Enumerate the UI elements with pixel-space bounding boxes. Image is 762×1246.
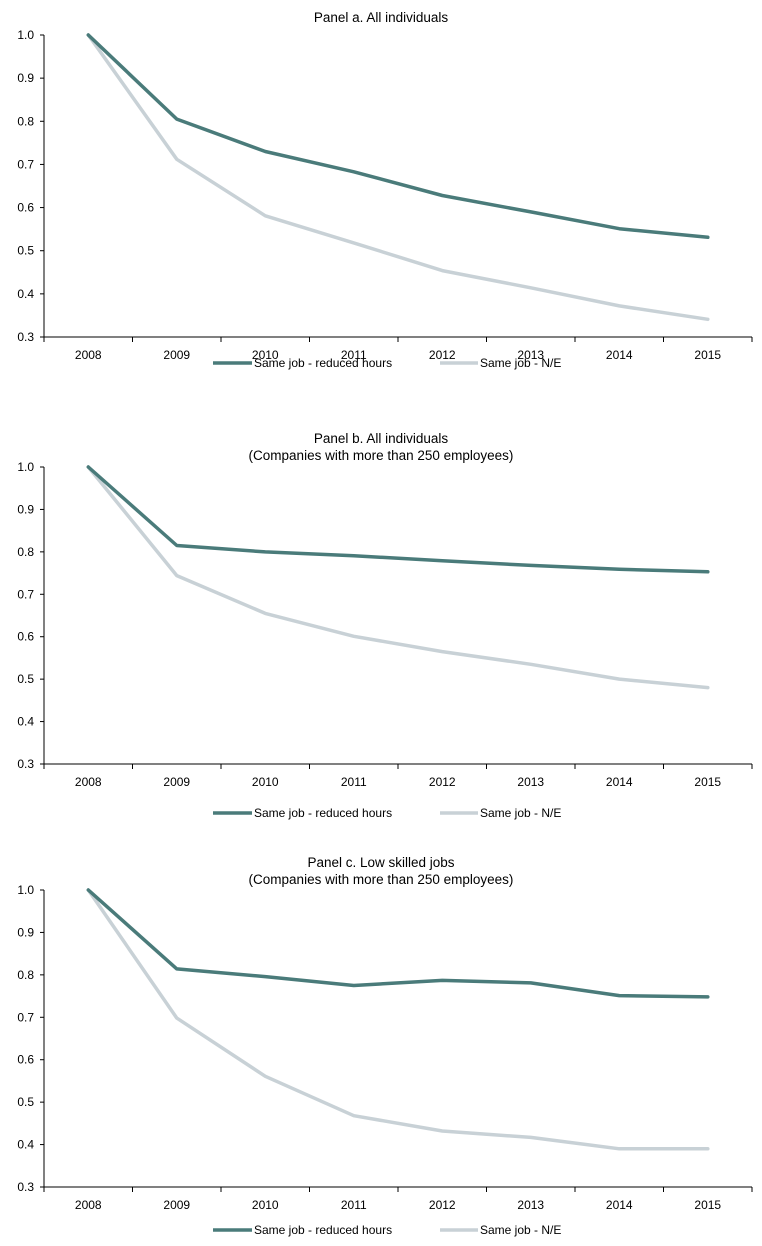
y-tick-label: 0.6 (17, 201, 34, 215)
y-tick-label: 0.7 (17, 1010, 34, 1024)
legend-label-2: Same job - N/E (480, 356, 561, 370)
y-tick-label: 0.6 (17, 1053, 34, 1067)
x-tick-label: 2008 (75, 1198, 102, 1212)
series-line-2 (86, 888, 710, 1151)
chart-panel-3: Panel c. Low skilled jobs (Companies with… (17, 855, 753, 1237)
y-tick-label: 0.3 (17, 1180, 34, 1194)
x-tick-label: 2014 (606, 775, 633, 789)
legend: Same job - reduced hours Same job - N/E (213, 356, 561, 370)
y-tick-label: 0.7 (17, 157, 34, 171)
y-tick-label: 0.4 (17, 1138, 34, 1152)
legend-label-2: Same job - N/E (480, 1223, 561, 1237)
x-tick-label: 2009 (163, 775, 190, 789)
series-line-2 (86, 465, 710, 690)
chart-title: Panel c. Low skilled jobs (307, 855, 454, 870)
legend: Same job - reduced hours Same job - N/E (213, 806, 561, 820)
x-tick-label: 2012 (429, 775, 456, 789)
y-tick-label: 0.5 (17, 672, 34, 686)
x-tick-label: 2013 (517, 1198, 544, 1212)
legend-label-1: Same job - reduced hours (254, 356, 392, 370)
x-tick-label: 2015 (694, 775, 721, 789)
series-line-1 (86, 465, 710, 574)
x-tick-label: 2008 (75, 775, 102, 789)
y-tick-label: 1.0 (17, 460, 34, 474)
y-tick-label: 0.8 (17, 545, 34, 559)
x-tick-label: 2013 (517, 775, 544, 789)
y-tick-label: 1.0 (17, 28, 34, 42)
x-tick-label: 2015 (694, 1198, 721, 1212)
y-tick-label: 0.8 (17, 968, 34, 982)
x-tick-label: 2010 (252, 1198, 279, 1212)
x-tick-label: 2012 (429, 348, 456, 362)
x-tick-label: 2014 (606, 1198, 633, 1212)
legend-label-1: Same job - reduced hours (254, 1223, 392, 1237)
x-tick-label: 2008 (75, 348, 102, 362)
y-tick-label: 0.4 (17, 287, 34, 301)
chart-subtitle: (Companies with more than 250 employees) (249, 448, 514, 463)
x-tick-label: 2012 (429, 1198, 456, 1212)
chart-subtitle: (Companies with more than 250 employees) (249, 872, 514, 887)
x-tick-label: 2011 (341, 1198, 367, 1212)
y-tick-label: 0.5 (17, 244, 34, 258)
x-tick-label: 2010 (252, 775, 279, 789)
chart-title: Panel b. All individuals (314, 431, 449, 446)
x-tick-label: 2011 (341, 775, 367, 789)
y-tick-label: 0.3 (17, 757, 34, 771)
legend: Same job - reduced hours Same job - N/E (213, 1223, 561, 1237)
y-tick-label: 0.5 (17, 1095, 34, 1109)
x-tick-label: 2009 (163, 1198, 190, 1212)
x-tick-label: 2011 (341, 348, 367, 362)
x-tick-label: 2009 (163, 348, 190, 362)
chart-panel-2: Panel b. All individuals (Companies with … (17, 431, 753, 820)
x-tick-label: 2014 (606, 348, 633, 362)
x-tick-label: 2010 (252, 348, 279, 362)
x-tick-label: 2013 (517, 348, 544, 362)
chart-title: Panel a. All individuals (314, 10, 449, 25)
chart-panel-1: Panel a. All individuals 0.3 0.4 0.5 0.6 0.7 0… (17, 10, 753, 370)
series-line-2 (86, 33, 710, 322)
y-tick-label: 0.9 (17, 71, 34, 85)
y-tick-label: 0.9 (17, 925, 34, 939)
series-line-1 (86, 888, 710, 999)
y-tick-label: 0.7 (17, 587, 34, 601)
y-tick-label: 0.6 (17, 630, 34, 644)
y-tick-label: 1.0 (17, 883, 34, 897)
series-line-1 (86, 33, 710, 240)
y-tick-label: 0.4 (17, 715, 34, 729)
y-tick-label: 0.9 (17, 502, 34, 516)
legend-label-1: Same job - reduced hours (254, 806, 392, 820)
y-tick-label: 0.8 (17, 114, 34, 128)
y-tick-label: 0.3 (17, 330, 34, 344)
legend-label-2: Same job - N/E (480, 806, 561, 820)
x-tick-label: 2015 (694, 348, 721, 362)
